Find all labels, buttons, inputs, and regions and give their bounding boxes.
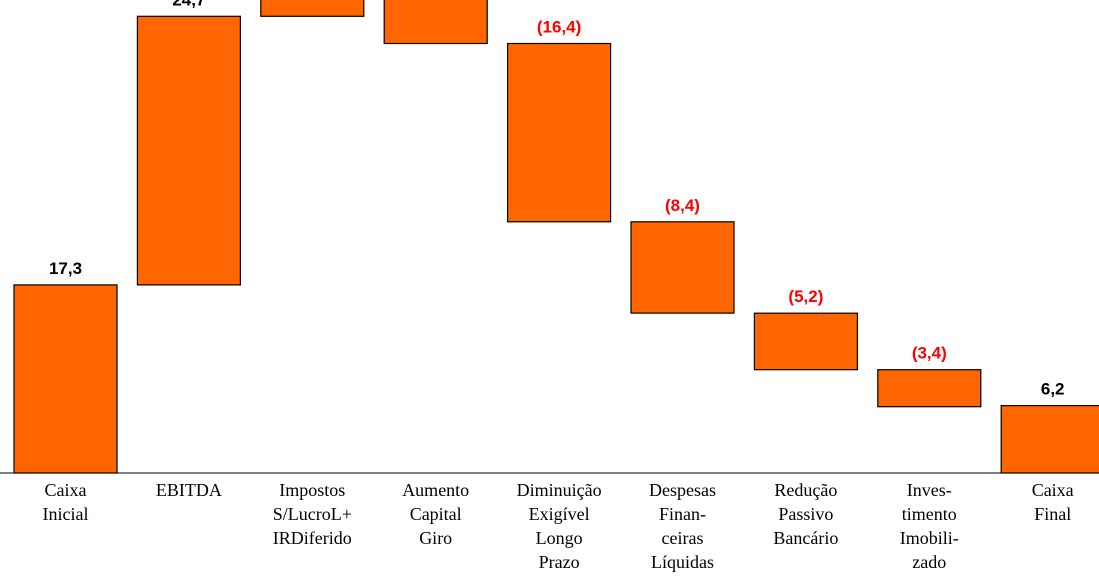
bar-4 <box>383 0 488 45</box>
bar-6 <box>630 221 735 314</box>
bar-7 <box>753 312 859 371</box>
category-label-line: Final <box>1034 504 1071 524</box>
value-label-9: 6,2 <box>1041 380 1065 399</box>
bar-1 <box>13 284 118 474</box>
category-label-8: Inves-timento Imobili-zado <box>900 480 959 572</box>
category-label-line: IRDiferido <box>273 528 352 548</box>
category-label-line: S/LucroL+ <box>273 504 352 524</box>
category-label-line: Caixa <box>45 480 87 500</box>
value-label-1: 17,3 <box>49 259 82 278</box>
category-label-line: Giro <box>419 528 452 548</box>
category-label-line: Inves- <box>907 480 952 500</box>
category-label-line: Imobili- <box>900 528 959 548</box>
category-labels-group: Caixa Inicial EBITDA Impostos S/LucroL+ IRDif… <box>43 480 1074 572</box>
category-label-3: Impostos S/LucroL+ IRDiferido <box>273 480 352 548</box>
value-label-5: (16,4) <box>537 18 581 37</box>
category-label-4: Aumento Capital Giro <box>402 480 469 548</box>
category-label-7: Redução Passivo Bancário <box>773 480 838 548</box>
category-label-line: Inicial <box>43 504 89 524</box>
bars-group <box>13 0 1099 474</box>
category-label-line: timento <box>902 504 957 524</box>
category-label-line: Redução <box>774 480 837 500</box>
bar-5 <box>507 42 612 223</box>
category-label-1: Caixa Inicial <box>43 480 89 524</box>
category-label-line: zado <box>912 552 946 572</box>
value-labels-group: 17,324,713,6(16,1)(16,4)(8,4)(5,2)(3,4)6… <box>49 0 1065 399</box>
category-label-line: Despesas <box>649 480 716 500</box>
value-label-8: (3,4) <box>912 344 947 363</box>
category-label-line: Exigível <box>529 504 590 524</box>
category-label-line: Finan- <box>659 504 706 524</box>
category-label-line: Prazo <box>539 552 580 572</box>
value-label-6: (8,4) <box>665 196 700 215</box>
category-label-2: EBITDA <box>156 480 222 500</box>
bar-8 <box>877 369 982 408</box>
category-label-9: Caixa Final <box>1032 480 1074 524</box>
category-label-line: Bancário <box>773 528 838 548</box>
value-label-7: (5,2) <box>788 287 823 306</box>
category-label-line: Passivo <box>778 504 833 524</box>
category-label-line: Líquidas <box>651 552 714 572</box>
bar-3 <box>260 0 365 17</box>
bar-2 <box>136 15 241 286</box>
category-label-6: Despesas Finan-ceiras Líquidas <box>649 480 716 572</box>
category-label-line: ceiras <box>662 528 704 548</box>
category-label-line: Longo <box>536 528 583 548</box>
category-label-line: Capital <box>410 504 462 524</box>
category-label-line: Diminuição <box>517 480 602 500</box>
category-label-line: Impostos <box>279 480 345 500</box>
value-label-2: 24,7 <box>172 0 205 9</box>
category-label-line: EBITDA <box>156 480 222 500</box>
bar-9 <box>1000 405 1099 474</box>
category-label-5: Diminuição Exigível Longo Prazo <box>517 480 602 572</box>
category-label-line: Aumento <box>402 480 469 500</box>
category-label-line: Caixa <box>1032 480 1074 500</box>
